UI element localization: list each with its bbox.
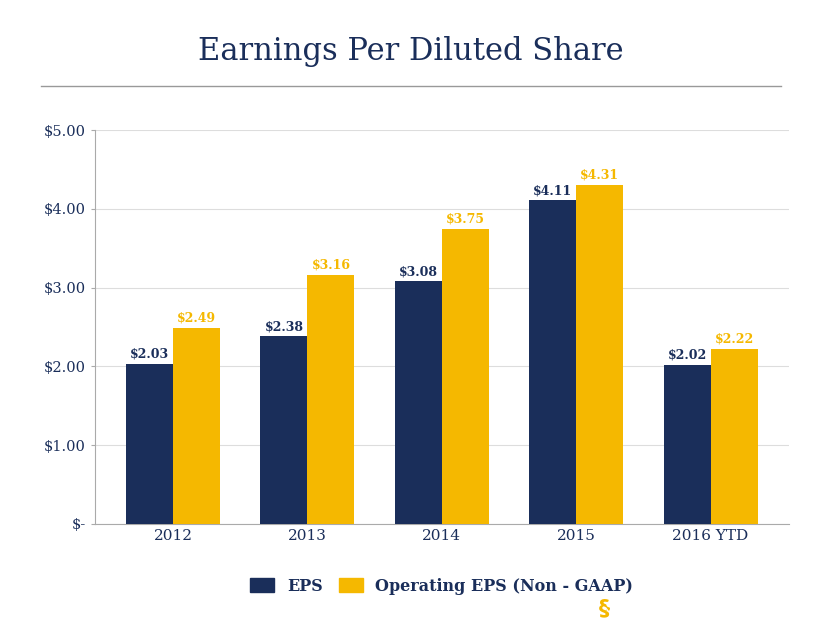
Bar — [307, 275, 354, 524]
Text: $2.22: $2.22 — [714, 333, 754, 346]
Bar — [576, 185, 623, 524]
Bar — [710, 349, 758, 524]
Text: $3.16: $3.16 — [312, 259, 350, 272]
Text: $3.75: $3.75 — [446, 213, 485, 225]
Text: $4.11: $4.11 — [533, 184, 572, 197]
Text: $2.38: $2.38 — [265, 320, 303, 333]
Text: $4.31: $4.31 — [580, 168, 619, 182]
Text: 9   See Endnotes (3): 9 See Endnotes (3) — [21, 601, 141, 615]
Text: SOUTH STATE CORPORATION: SOUTH STATE CORPORATION — [537, 601, 797, 615]
Text: §: § — [598, 598, 610, 618]
Bar — [442, 229, 489, 524]
Bar — [529, 200, 576, 524]
Text: $2.03: $2.03 — [130, 348, 169, 361]
Text: Earnings Per Diluted Share: Earnings Per Diluted Share — [198, 36, 624, 67]
Bar — [173, 328, 220, 524]
Text: $2.49: $2.49 — [177, 312, 216, 324]
Text: $3.08: $3.08 — [399, 265, 438, 278]
Bar — [126, 364, 173, 524]
Bar — [663, 365, 710, 524]
Bar — [261, 337, 307, 524]
Text: $2.02: $2.02 — [667, 349, 707, 362]
Legend: EPS, Operating EPS (Non - GAAP): EPS, Operating EPS (Non - GAAP) — [250, 578, 634, 594]
Bar — [395, 281, 442, 524]
